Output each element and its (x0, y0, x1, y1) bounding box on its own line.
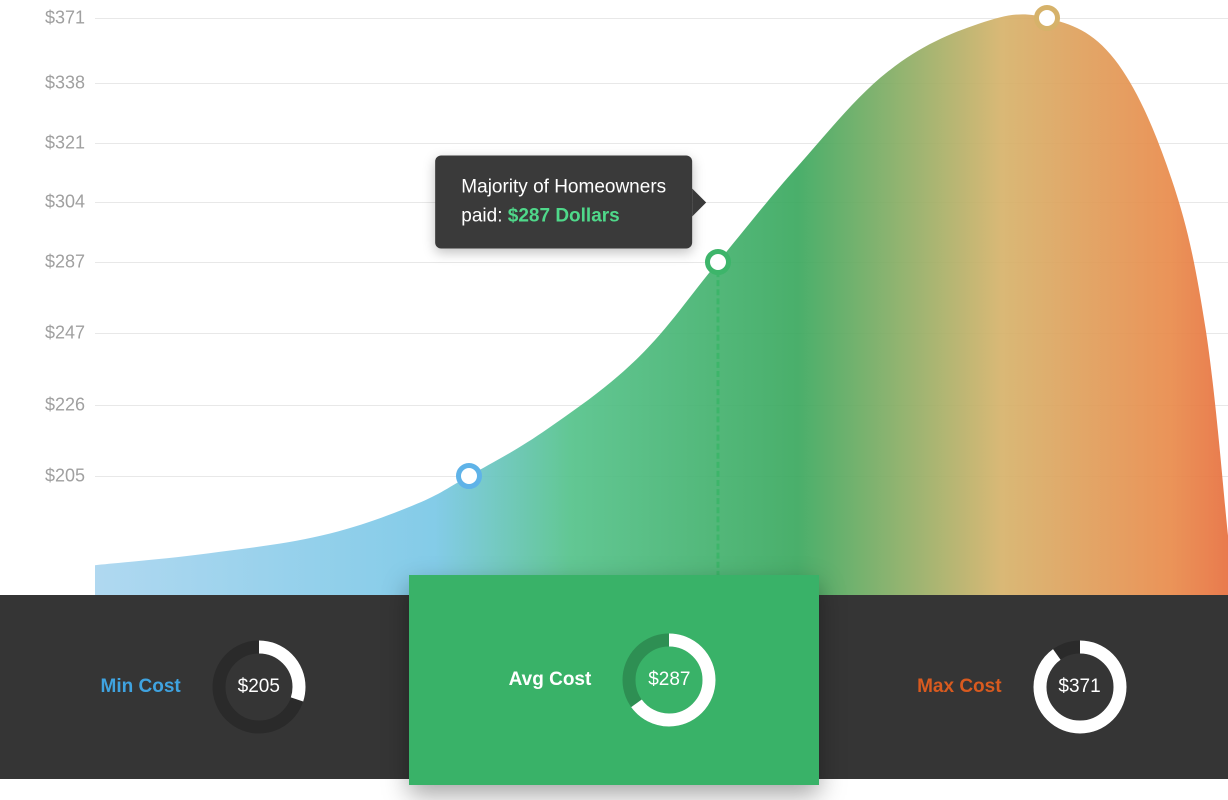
cost-summary-footer: Min Cost $205 Avg Cost $287 Max Cost $37… (0, 595, 1228, 779)
tooltip-line2-prefix: paid: (461, 205, 507, 226)
min-cost-value: $205 (209, 637, 309, 737)
y-axis-label: $371 (45, 7, 85, 28)
y-axis-label: $338 (45, 73, 85, 94)
tooltip-amount: $287 Dollars (508, 205, 620, 226)
y-axis-label: $205 (45, 466, 85, 487)
tooltip-line1: Majority of Homeowners (461, 177, 666, 198)
min-cost-marker (456, 463, 482, 489)
chart-area-svg (95, 0, 1228, 595)
avg-cost-card: Avg Cost $287 (409, 575, 818, 785)
avg-cost-value: $287 (619, 630, 719, 730)
y-axis-label: $321 (45, 132, 85, 153)
cost-distribution-chart: $371 $338 $321 $304 $287 $247 $226 $205 Majorit… (0, 0, 1228, 595)
y-axis-label: $226 (45, 394, 85, 415)
min-cost-card: Min Cost $205 (0, 595, 409, 779)
tooltip-arrow-icon (692, 188, 706, 216)
avg-cost-donut: $287 (619, 630, 719, 730)
max-cost-marker (1034, 5, 1060, 31)
avg-cost-tooltip: Majority of Homeowners paid: $287 Dollar… (435, 156, 692, 249)
max-cost-card: Max Cost $371 (819, 595, 1228, 779)
min-cost-label: Min Cost (101, 676, 181, 698)
max-cost-value: $371 (1030, 637, 1130, 737)
min-cost-donut: $205 (209, 637, 309, 737)
max-cost-label: Max Cost (917, 676, 1001, 698)
avg-cost-marker (705, 249, 731, 275)
y-axis-label: $304 (45, 192, 85, 213)
max-cost-donut: $371 (1030, 637, 1130, 737)
y-axis-label: $247 (45, 323, 85, 344)
avg-cost-guideline (717, 262, 720, 595)
avg-cost-label: Avg Cost (509, 669, 592, 691)
y-axis-label: $287 (45, 251, 85, 272)
y-axis: $371 $338 $321 $304 $287 $247 $226 $205 (0, 0, 95, 595)
